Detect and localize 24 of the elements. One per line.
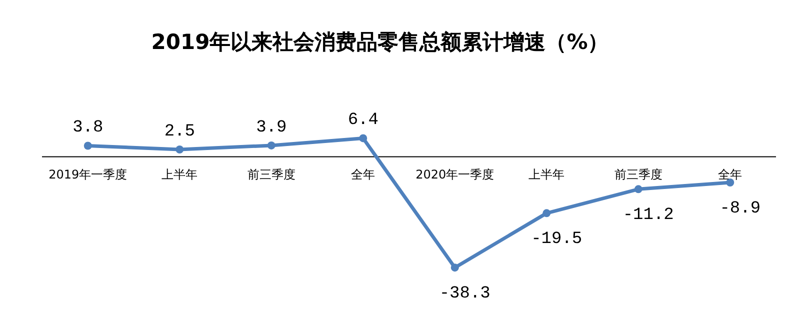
x-tick-label: 2019年一季度 [48,168,128,182]
data-label: -11.2 [622,206,674,226]
point [267,141,276,150]
point [359,134,368,142]
x-tick-label: 上半年 [162,168,198,182]
data-label: 3.9 [256,118,287,138]
point [450,264,459,272]
data-label: 3.8 [72,118,104,138]
point [176,146,184,154]
data-label: -38.3 [439,284,490,304]
data-label: -8.9 [720,200,761,218]
data-label: 2.5 [164,122,195,142]
data-label: -19.5 [531,230,582,250]
x-tick-label: 2020年一季度 [416,168,494,182]
point [542,209,551,218]
chart-title: 2019年以来社会消费品零售总额累计增速（%） [150,29,610,56]
data-label: 6.4 [348,111,378,130]
x-tick-label: 前三季度 [614,168,662,182]
x-tick-label: 全年 [351,168,376,182]
point [634,185,642,194]
x-tick-label: 前三季度 [247,168,296,182]
x-tick-label: 上半年 [528,168,565,182]
point [84,142,92,150]
x-tick-label: 全年 [718,168,742,182]
